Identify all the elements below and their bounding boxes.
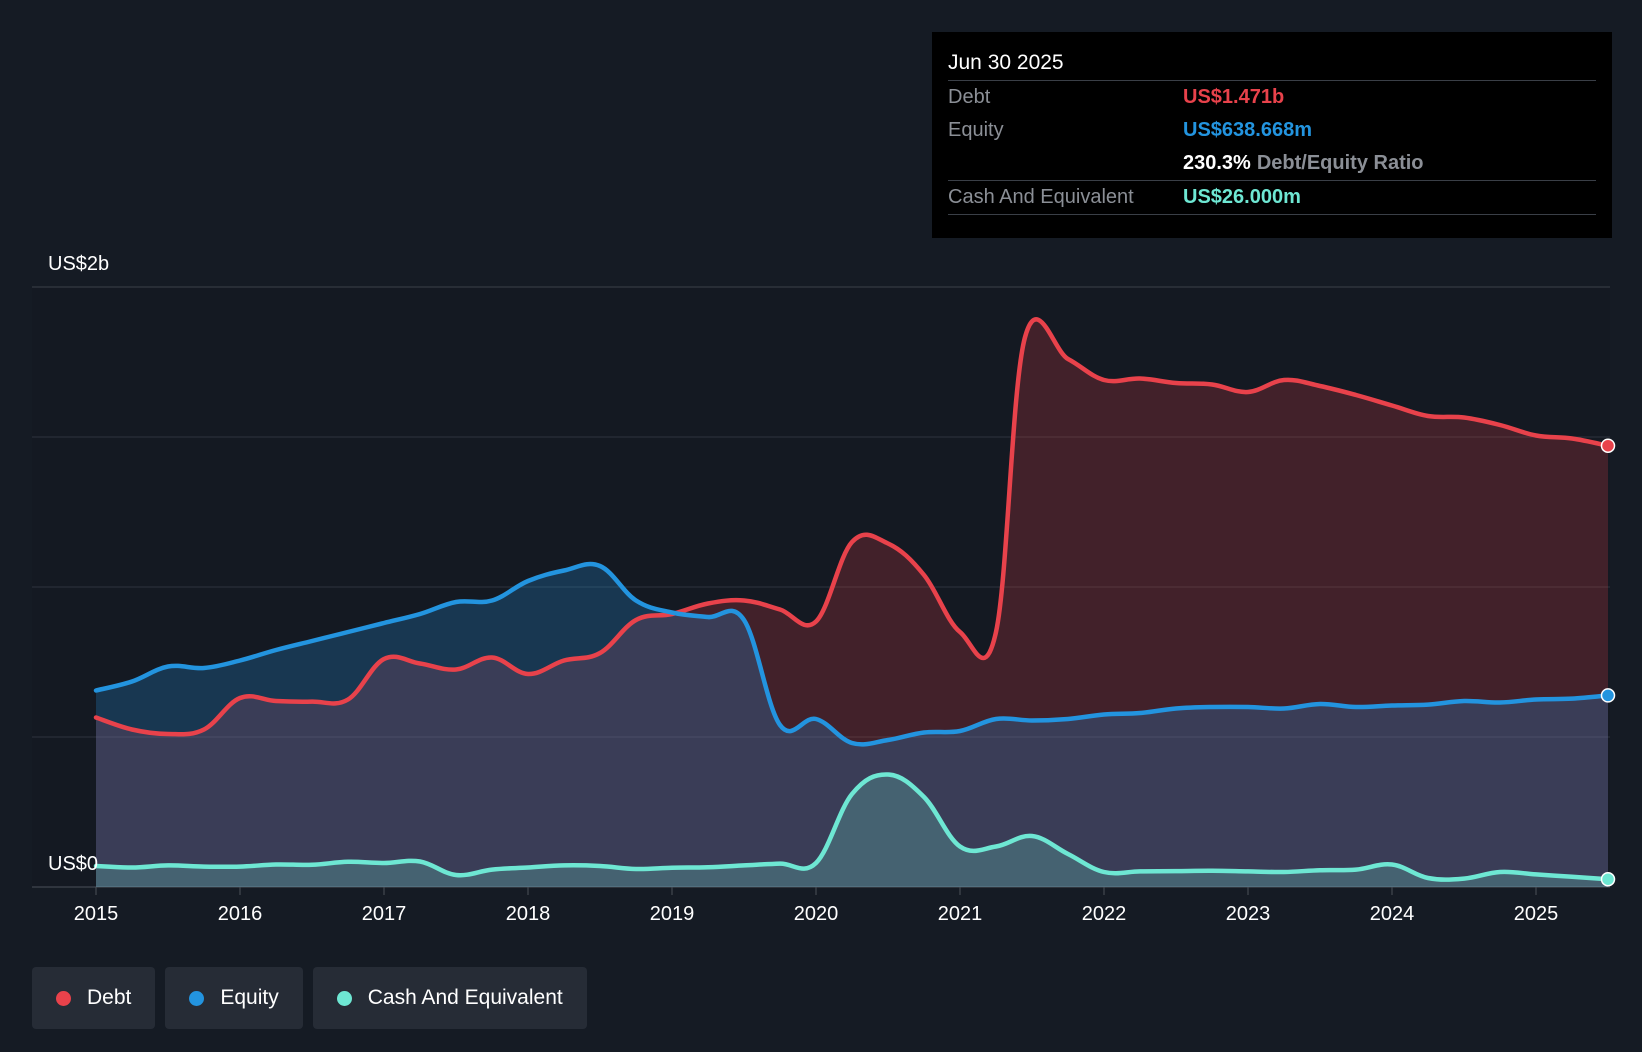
legend-item-cash[interactable]: Cash And Equivalent bbox=[312, 967, 587, 1029]
x-tick-label-2019: 2019 bbox=[650, 903, 695, 925]
end-markers bbox=[1600, 438, 1616, 887]
debt-area bbox=[96, 319, 1608, 887]
x-tick-label-2017: 2017 bbox=[362, 903, 407, 925]
legend-item-equity[interactable]: Equity bbox=[165, 967, 303, 1029]
equity-area bbox=[96, 564, 1608, 887]
x-tick-label-2015: 2015 bbox=[74, 903, 119, 925]
legend-item-debt[interactable]: Debt bbox=[32, 967, 156, 1029]
x-tick-label-2025: 2025 bbox=[1514, 903, 1559, 925]
tooltip-date: Jun 30 2025 bbox=[948, 46, 1596, 81]
cash-end-marker[interactable] bbox=[1600, 871, 1616, 887]
tooltip-debt-label: Debt bbox=[948, 86, 991, 108]
x-tick-label-2016: 2016 bbox=[218, 903, 263, 925]
y-axis-bottom-label: US$0 bbox=[48, 853, 98, 875]
chart-legend: Debt Equity Cash And Equivalent bbox=[32, 967, 587, 1029]
cash-dot-icon bbox=[336, 990, 352, 1006]
tooltip-cash-label: Cash And Equivalent bbox=[948, 186, 1134, 208]
x-tick-label-2018: 2018 bbox=[506, 903, 551, 925]
x-tick-label-2024: 2024 bbox=[1370, 903, 1415, 925]
cash-area bbox=[96, 774, 1608, 887]
x-tick-label-2023: 2023 bbox=[1226, 903, 1271, 925]
series-lines bbox=[93, 317, 1611, 882]
equity-end-marker[interactable] bbox=[1600, 688, 1616, 703]
legend-cash-label: Cash And Equivalent bbox=[367, 986, 563, 1009]
debt-line bbox=[93, 317, 1611, 737]
gridlines bbox=[32, 286, 1610, 888]
debt-dot-icon bbox=[56, 990, 71, 1006]
cash-line bbox=[93, 772, 1611, 882]
series-areas bbox=[96, 319, 1608, 887]
tooltip-cash-value: US$26.000m bbox=[1183, 186, 1301, 208]
legend-equity-label: Equity bbox=[220, 986, 279, 1009]
debt-end-marker[interactable] bbox=[1600, 438, 1616, 453]
x-tick-label-2020: 2020 bbox=[794, 903, 839, 925]
x-axis-ticks: 2015 2016 2017 2018 2019 2020 2021 2022 2023 2024… bbox=[74, 887, 1559, 925]
tooltip-ratio-value: 230.3% bbox=[1183, 152, 1251, 174]
tooltip-equity-label: Equity bbox=[948, 119, 1004, 141]
x-tick-label-2021: 2021 bbox=[938, 903, 983, 925]
tooltip-debt-value: US$1.471b bbox=[1183, 86, 1285, 108]
tooltip-equity-value: US$638.668m bbox=[1183, 119, 1312, 141]
y-axis-top-label: US$2b bbox=[48, 253, 109, 275]
equity-dot-icon bbox=[189, 990, 205, 1006]
data-tooltip: Jun 30 2025 Debt US$1.471b Equity US$638… bbox=[932, 32, 1612, 238]
tooltip-ratio-label: Debt/Equity Ratio bbox=[1256, 152, 1424, 174]
legend-debt-label: Debt bbox=[87, 986, 132, 1009]
x-tick-label-2022: 2022 bbox=[1082, 903, 1127, 925]
equity-line bbox=[93, 561, 1611, 747]
